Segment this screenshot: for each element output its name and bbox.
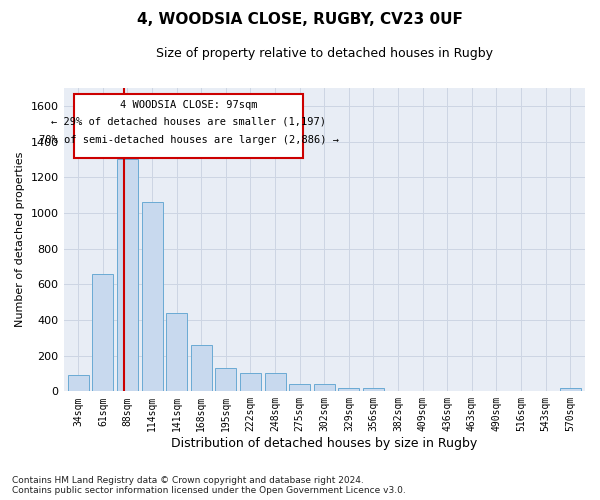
Y-axis label: Number of detached properties: Number of detached properties (15, 152, 25, 328)
Text: 4 WOODSIA CLOSE: 97sqm: 4 WOODSIA CLOSE: 97sqm (120, 100, 257, 110)
Bar (117, 160, 138, 392)
Bar (142, 202, 163, 392)
Bar (215, 368, 236, 392)
X-axis label: Distribution of detached houses by size in Rugby: Distribution of detached houses by size … (171, 437, 478, 450)
Bar (240, 374, 261, 392)
Bar (363, 388, 384, 392)
Bar (338, 388, 359, 392)
Bar (92, 274, 113, 392)
Bar (166, 313, 187, 392)
Text: 4, WOODSIA CLOSE, RUGBY, CV23 0UF: 4, WOODSIA CLOSE, RUGBY, CV23 0UF (137, 12, 463, 28)
Text: 70% of semi-detached houses are larger (2,886) →: 70% of semi-detached houses are larger (… (38, 135, 338, 145)
Bar (560, 388, 581, 392)
Text: Contains HM Land Registry data © Crown copyright and database right 2024.
Contai: Contains HM Land Registry data © Crown c… (12, 476, 406, 495)
Bar (191, 345, 212, 392)
Text: ← 29% of detached houses are smaller (1,197): ← 29% of detached houses are smaller (1,… (51, 117, 326, 127)
Bar (265, 374, 286, 392)
Bar (68, 376, 89, 392)
Bar (314, 384, 335, 392)
Title: Size of property relative to detached houses in Rugby: Size of property relative to detached ho… (156, 48, 493, 60)
FancyBboxPatch shape (74, 94, 304, 158)
Bar (289, 384, 310, 392)
